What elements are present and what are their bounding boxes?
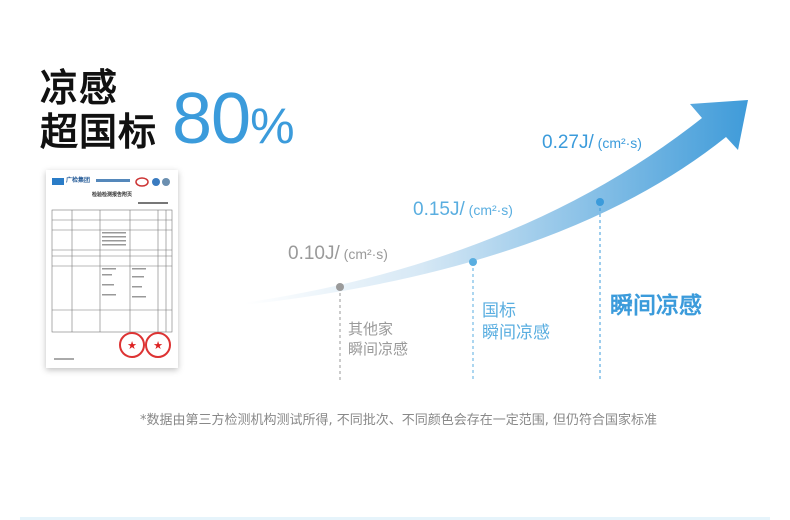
category-label-line: 国标 — [482, 301, 516, 321]
data-point — [469, 258, 477, 266]
category-label-line: 瞬间凉感 — [610, 293, 702, 319]
headline-figure: 80% — [172, 78, 295, 160]
figure-number: 80 — [172, 79, 251, 159]
report-title: 检验检测报告附页 — [91, 192, 132, 198]
category-label-line: 瞬间凉感 — [482, 323, 550, 344]
svg-text:★: ★ — [153, 339, 163, 352]
footnote: *数据由第三方检测机构测试所得, 不同批次、不同颜色会存在一定范围, 但仍符合国… — [140, 413, 658, 428]
category-label-line: 瞬间凉感 — [348, 339, 409, 358]
headline-line1: 凉感 — [40, 66, 119, 110]
headline-line2: 超国标 — [40, 110, 158, 154]
data-label: 0.15J/ (cm²·s) — [413, 199, 513, 220]
category-label-line: 其他家 — [348, 320, 394, 338]
svg-text:★: ★ — [127, 339, 137, 352]
headline: 凉感 超国标 — [40, 66, 157, 154]
bottom-divider — [20, 517, 770, 520]
category-label: 国标 瞬间凉感 — [482, 300, 550, 344]
data-point — [596, 198, 604, 206]
report-brand: 广检集团 — [66, 177, 91, 184]
data-label: 0.10J/ (cm²·s) — [288, 243, 388, 264]
figure-unit: % — [250, 98, 294, 154]
data-point — [336, 283, 344, 291]
category-label: 瞬间凉感 — [610, 292, 702, 322]
report-drawing: ★ ★ — [51, 177, 173, 360]
test-report-image: ★ ★ 广检集团 检验检测报告附页 — [46, 170, 178, 368]
category-label: 其他家 瞬间凉感 — [348, 320, 408, 359]
data-label: 0.27J/ (cm²·s) — [542, 132, 642, 153]
